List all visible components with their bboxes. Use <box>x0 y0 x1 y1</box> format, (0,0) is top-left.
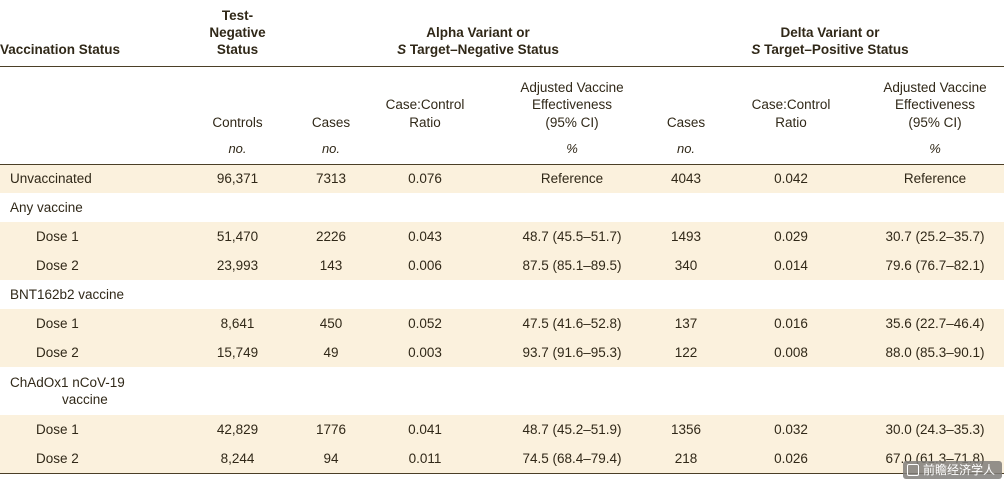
vaccine-effectiveness-table: Vaccination Status Test- Negative Status… <box>0 0 1004 474</box>
table-row-any-dose1: Dose 1 51,470 2226 0.043 48.7 (45.5–51.7… <box>0 222 1004 251</box>
section-label: Any vaccine <box>10 199 83 215</box>
row-label: Dose 2 <box>0 444 175 474</box>
unit-no-cases-delta: no. <box>656 136 717 165</box>
col-header-adjusted-ve-delta: Adjusted Vaccine Effectiveness (95% CI) <box>883 80 987 130</box>
cell-controls: 42,829 <box>216 421 259 437</box>
cell-cases-alpha: 94 <box>300 444 362 474</box>
cell-controls: 51,470 <box>216 228 259 244</box>
cell-ave-delta: 30.0 (24.3–35.3) <box>885 421 985 437</box>
col-header-case-control-ratio-alpha: Case:Control Ratio <box>385 97 465 130</box>
cell-ratio-delta: 0.029 <box>774 228 808 244</box>
col-header-cases-delta: Cases <box>666 114 706 130</box>
table-row-bnt-dose2: Dose 2 15,749 49 0.003 93.7 (91.6–95.3) … <box>0 338 1004 367</box>
table-row-any-dose2: Dose 2 23,993 143 0.006 87.5 (85.1–89.5)… <box>0 251 1004 280</box>
cell-cases-delta: 218 <box>656 444 717 474</box>
cell-ratio-alpha: 0.003 <box>408 344 442 360</box>
table-row-unvaccinated: Unvaccinated 96,371 7313 0.076 Reference… <box>0 164 1004 193</box>
unit-no-cases-alpha: no. <box>300 136 362 165</box>
row-label: Dose 2 <box>36 344 79 360</box>
cell-ratio-delta: 0.042 <box>774 171 808 187</box>
row-label: Dose 1 <box>36 315 79 331</box>
cell-cases-delta: 122 <box>674 344 698 360</box>
cell-cases-alpha: 7313 <box>315 171 347 187</box>
spanner-alpha-variant: Alpha Variant or S Target–Negative Statu… <box>300 0 657 67</box>
cell-cases-delta: 4043 <box>670 171 702 187</box>
spanner-delta-variant: Delta Variant or S Target–Positive Statu… <box>656 0 1004 67</box>
cell-ave-alpha: 48.7 (45.5–51.7) <box>522 228 622 244</box>
gene-target-s: S <box>397 42 407 58</box>
cell-ratio-delta: 0.026 <box>716 444 867 474</box>
cell-ave-alpha: Reference <box>540 171 604 187</box>
cell-ave-delta: 30.7 (25.2–35.7) <box>885 228 985 244</box>
table-row-bnt162b2-vaccine: BNT162b2 vaccine <box>0 280 1004 309</box>
col-header-cases-alpha: Cases <box>311 114 351 130</box>
table-row-chad-dose1: Dose 1 42,829 1776 0.041 48.7 (45.2–51.9… <box>0 415 1004 444</box>
gene-target-s: S <box>751 42 761 58</box>
cell-cases-alpha: 1776 <box>315 421 347 437</box>
table-row-any-vaccine: Any vaccine <box>0 193 1004 222</box>
cell-cases-delta: 340 <box>674 257 698 273</box>
cell-ave-delta: 79.6 (76.7–82.1) <box>885 257 985 273</box>
col-header-case-control-ratio-delta: Case:Control Ratio <box>751 97 831 130</box>
col-header-adjusted-ve-alpha: Adjusted Vaccine Effectiveness (95% CI) <box>520 80 624 130</box>
unit-no-controls: no. <box>175 136 300 165</box>
cell-cases-alpha: 49 <box>323 344 339 360</box>
section-label: BNT162b2 vaccine <box>10 286 125 302</box>
cell-ratio-alpha: 0.006 <box>408 257 442 273</box>
cell-ratio-delta: 0.008 <box>774 344 808 360</box>
cell-cases-alpha: 2226 <box>315 228 347 244</box>
empty-unit-cell <box>716 136 867 165</box>
table-row-chad-dose2: Dose 2 8,244 94 0.011 74.5 (68.4–79.4) 2… <box>0 444 1004 474</box>
cell-ave-delta: Reference <box>903 171 967 187</box>
cell-ratio-alpha: 0.076 <box>408 171 442 187</box>
cell-cases-delta: 1493 <box>670 228 702 244</box>
spanner-test-negative-status: Test- Negative Status <box>175 0 300 67</box>
empty-unit-cell <box>0 136 175 165</box>
cell-ratio-delta: 0.032 <box>774 421 808 437</box>
cell-controls: 96,371 <box>216 171 259 187</box>
cell-ave-alpha: 47.5 (41.6–52.8) <box>522 315 622 331</box>
cell-controls: 23,993 <box>216 257 259 273</box>
cell-ratio-delta: 0.014 <box>774 257 808 273</box>
cell-cases-alpha: 143 <box>319 257 343 273</box>
cell-controls: 15,749 <box>216 344 259 360</box>
col-header-vaccination-status: Vaccination Status <box>0 0 175 67</box>
cell-cases-alpha: 450 <box>319 315 343 331</box>
empty-unit-cell <box>362 136 488 165</box>
cell-ave-alpha: 87.5 (85.1–89.5) <box>522 257 622 273</box>
empty-header-cell <box>0 66 175 136</box>
units-row: no. no. % no. % <box>0 136 1004 165</box>
watermark-logo-icon <box>906 464 919 476</box>
table-row-bnt-dose1: Dose 1 8,641 450 0.052 47.5 (41.6–52.8) … <box>0 309 1004 338</box>
cell-controls: 8,244 <box>175 444 300 474</box>
watermark-text: 前瞻经济学人 <box>922 463 995 477</box>
row-label: Dose 1 <box>36 421 79 437</box>
unit-percent-alpha: % <box>488 136 657 165</box>
unit-percent-delta: % <box>866 136 1004 165</box>
cell-ave-alpha: 93.7 (91.6–95.3) <box>522 344 622 360</box>
header-sub-row: Controls Cases Case:Control Ratio Adjust… <box>0 66 1004 136</box>
col-header-controls: Controls <box>212 114 263 130</box>
cell-ratio-alpha: 0.052 <box>408 315 442 331</box>
section-label: ChAdOx1 nCoV-19 vaccine <box>10 374 125 407</box>
cell-cases-delta: 137 <box>674 315 698 331</box>
header-group-row: Vaccination Status Test- Negative Status… <box>0 0 1004 67</box>
table-row-chadox1-vaccine: ChAdOx1 nCoV-19 vaccine <box>0 367 1004 415</box>
row-label: Dose 1 <box>36 228 79 244</box>
watermark: 前瞻经济学人 <box>902 461 1002 479</box>
row-label: Unvaccinated <box>10 171 92 187</box>
cell-ave-delta: 35.6 (22.7–46.4) <box>885 315 985 331</box>
cell-ave-delta: 88.0 (85.3–90.1) <box>885 344 985 360</box>
cell-ratio-alpha: 0.041 <box>408 421 442 437</box>
cell-ave-alpha: 48.7 (45.2–51.9) <box>522 421 622 437</box>
cell-ratio-alpha: 0.043 <box>408 228 442 244</box>
cell-ratio-delta: 0.016 <box>774 315 808 331</box>
cell-ratio-alpha: 0.011 <box>362 444 488 474</box>
cell-cases-delta: 1356 <box>670 421 702 437</box>
cell-ave-alpha: 74.5 (68.4–79.4) <box>488 444 657 474</box>
row-label: Dose 2 <box>36 257 79 273</box>
cell-controls: 8,641 <box>220 315 255 331</box>
